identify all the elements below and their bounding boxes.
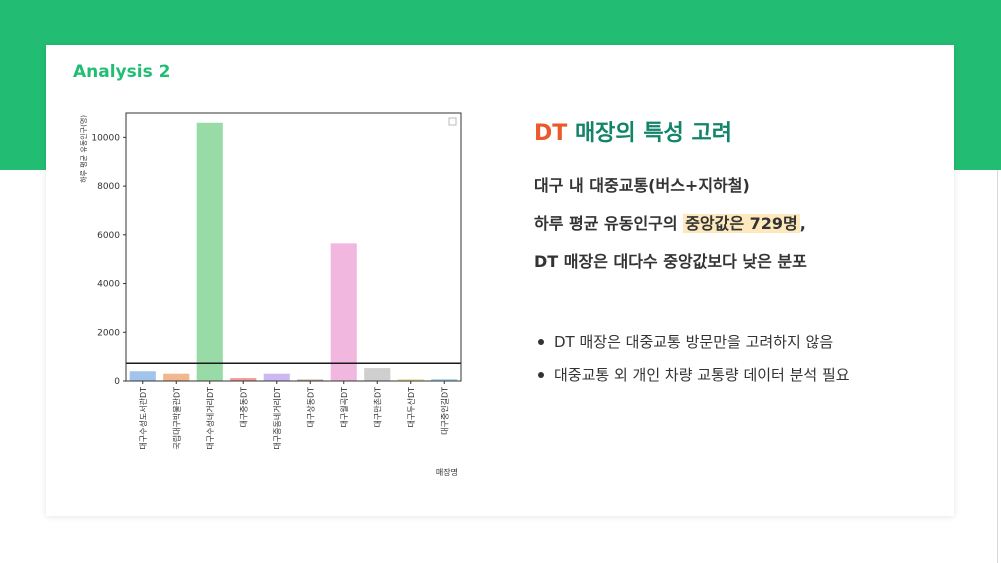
bullet-text: DT 매장은 대중교통 방문만을 고려하지 않음: [554, 333, 834, 351]
x-tick-label: 대구수성도서관DT: [138, 387, 148, 450]
slide-heading: DT 매장의 특성 고려: [534, 115, 934, 147]
heading-accent: DT: [534, 121, 568, 146]
chart-bar: [431, 379, 458, 381]
y-axis-label: 하루 평균 유동인구(명): [79, 115, 88, 183]
page-edge-rule: [997, 170, 998, 563]
chart-bar: [330, 243, 357, 381]
bullet-item: 대중교통 외 개인 차량 교통량 데이터 분석 필요: [534, 366, 934, 399]
chart-bar: [297, 379, 324, 381]
x-tick-label: 국립대구박물관DT: [171, 387, 181, 450]
summary-line-3: DT 매장은 대다수 중앙값보다 낮은 분포: [534, 252, 807, 271]
bar-chart: 0 2000 4000 6000 8000 10000 대구수성도서관DT 국립대구박물관DT…: [79, 112, 462, 477]
chart-bar: [263, 373, 290, 381]
x-tick-label: 대구상동DT: [305, 387, 315, 428]
content-card: Analysis 2 0 2000 4000 6000 8000 10000 대구수성도서관…: [46, 45, 954, 516]
y-tick-label: 8000: [97, 182, 120, 192]
summary-lines: 대구 내 대중교통(버스+지하철) 하루 평균 유동인구의 중앙값은 729명,…: [534, 176, 934, 290]
bullet-dot-icon: [538, 372, 544, 378]
bullet-text: 대중교통 외 개인 차량 교통량 데이터 분석 필요: [554, 366, 850, 384]
chart-bar: [230, 378, 257, 381]
plot-frame: [125, 112, 462, 382]
y-tick-label: 6000: [97, 231, 120, 241]
summary-line-2: 하루 평균 유동인구의 중앙값은 729명,: [534, 214, 934, 252]
y-tick-label: 2000: [97, 328, 120, 338]
median-highlight: 중앙값은 729명: [683, 214, 800, 233]
summary-line-2-post: ,: [799, 214, 806, 233]
chart-bar: [364, 368, 391, 381]
x-tick-label: 대구중동DT: [239, 387, 248, 428]
chart-bar: [397, 379, 424, 381]
x-tick-label: 대구수성네거리DT: [206, 387, 215, 450]
x-tick-label: 대구만촌DT: [373, 387, 382, 428]
bullet-item: DT 매장은 대중교통 방문만을 고려하지 않음: [534, 333, 934, 366]
summary-line-2-pre: 하루 평균 유동인구의: [534, 214, 684, 233]
chart-bar: [163, 373, 190, 381]
chart-bar: [196, 122, 223, 381]
y-tick-label: 0: [114, 377, 120, 387]
text-panel: DT 매장의 특성 고려 대구 내 대중교통(버스+지하철) 하루 평균 유동인…: [534, 115, 934, 399]
y-tick-label: 4000: [97, 280, 120, 290]
y-tick-label: 10000: [91, 133, 120, 143]
bullet-list: DT 매장은 대중교통 방문만을 고려하지 않음 대중교통 외 개인 차량 교통…: [534, 333, 934, 399]
chart-bar: [129, 371, 156, 381]
x-tick-label: 대구중인길DT: [439, 387, 449, 435]
x-axis-label: 매장명: [436, 467, 458, 477]
x-tick-label: 대구중동네거리DT: [273, 387, 282, 450]
summary-line-1: 대구 내 대중교통(버스+지하철): [534, 176, 750, 195]
bullet-dot-icon: [538, 339, 544, 345]
x-tick-label: 대구월곡DT: [339, 387, 349, 428]
legend-box: [448, 117, 457, 126]
heading-rest: 매장의 특성 고려: [567, 121, 732, 146]
section-label: Analysis 2: [73, 62, 171, 82]
x-tick-label: 대구두산DT: [406, 387, 416, 428]
